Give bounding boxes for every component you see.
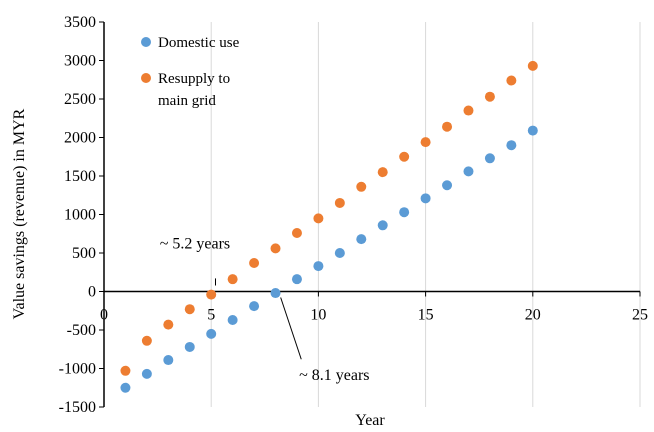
x-tick-label: 25 xyxy=(632,307,648,324)
data-point-series-2 xyxy=(356,181,367,192)
y-tick-label: -1000 xyxy=(59,361,96,378)
annotation-5-2-years: ~ 5.2 years xyxy=(160,235,230,252)
x-tick-label: 0 xyxy=(100,307,108,324)
data-point-series-1 xyxy=(527,125,538,136)
data-point-series-1 xyxy=(163,355,174,366)
y-axis-title: Value savings (revenue) in MYR xyxy=(11,108,28,319)
legend: Domestic use Resupply to main grid xyxy=(141,35,240,109)
data-point-series-1 xyxy=(399,207,410,218)
legend-label-series-1: Domestic use xyxy=(158,35,240,51)
data-point-series-1 xyxy=(141,368,152,379)
data-point-series-2 xyxy=(506,75,517,86)
data-point-series-2 xyxy=(463,105,474,116)
legend-label-series-2: Resupply to main grid xyxy=(158,71,230,109)
data-point-series-1 xyxy=(442,180,453,191)
legend-marker-series-1 xyxy=(141,37,151,47)
data-point-series-1 xyxy=(206,328,217,339)
y-tick-label: 3000 xyxy=(64,53,96,70)
y-tick-label: -500 xyxy=(67,322,96,339)
data-point-series-2 xyxy=(484,91,495,102)
data-point-series-1 xyxy=(334,248,345,258)
grid-lines xyxy=(210,22,641,407)
y-tick-label: 0 xyxy=(88,284,96,301)
data-point-series-1 xyxy=(120,382,131,393)
data-point-series-2 xyxy=(206,289,217,300)
y-tick-label: 1500 xyxy=(64,168,96,185)
legend-marker-series-2 xyxy=(141,73,151,83)
y-tick-label: 1000 xyxy=(64,207,96,224)
data-point-series-1 xyxy=(484,153,495,164)
x-axis-title: Year xyxy=(355,412,385,429)
data-point-series-2 xyxy=(377,167,388,178)
data-point-series-2 xyxy=(227,274,238,285)
tick-labels: -1500-1000-50005001000150020002500300035… xyxy=(59,14,648,416)
data-point-series-2 xyxy=(270,243,281,254)
data-point-series-2 xyxy=(141,335,152,346)
data-point-series-2 xyxy=(313,213,324,224)
annotation-leader xyxy=(280,297,302,360)
data-point-series-1 xyxy=(249,301,260,312)
data-point-series-2 xyxy=(291,227,302,238)
y-tick-label: 2500 xyxy=(64,91,96,108)
y-tick-label: 2000 xyxy=(64,130,96,147)
data-point-series-2 xyxy=(120,365,131,376)
x-tick-label: 5 xyxy=(207,307,215,324)
annotations: ~ 5.2 years ~ 8.1 years xyxy=(160,235,370,384)
data-point-series-2 xyxy=(163,319,174,330)
data-point-series-1 xyxy=(313,261,324,272)
data-point-series-1 xyxy=(506,140,517,151)
data-point-series-1 xyxy=(227,314,238,325)
y-tick-label: -1500 xyxy=(59,399,96,416)
data-point-series-2 xyxy=(334,197,345,208)
data-point-series-2 xyxy=(249,258,260,269)
x-tick-label: 10 xyxy=(310,307,326,324)
data-point-series-1 xyxy=(270,288,281,299)
data-point-series-2 xyxy=(527,60,538,71)
x-tick-label: 20 xyxy=(525,307,541,324)
axes xyxy=(99,21,641,408)
data-point-series-1 xyxy=(377,220,388,231)
y-tick-label: 500 xyxy=(72,245,96,262)
annotation-8-1-years: ~ 8.1 years xyxy=(299,367,369,384)
data-point-series-1 xyxy=(291,274,302,285)
data-point-series-2 xyxy=(184,304,195,315)
data-point-series-1 xyxy=(184,341,195,352)
data-point-series-2 xyxy=(420,137,431,148)
data-point-series-1 xyxy=(420,193,431,204)
data-point-series-2 xyxy=(442,121,453,132)
y-tick-label: 3500 xyxy=(64,14,96,31)
data-point-series-2 xyxy=(399,151,410,162)
data-point-series-1 xyxy=(463,166,474,177)
data-points xyxy=(120,60,538,393)
x-tick-label: 15 xyxy=(418,307,434,324)
data-point-series-1 xyxy=(356,234,367,245)
